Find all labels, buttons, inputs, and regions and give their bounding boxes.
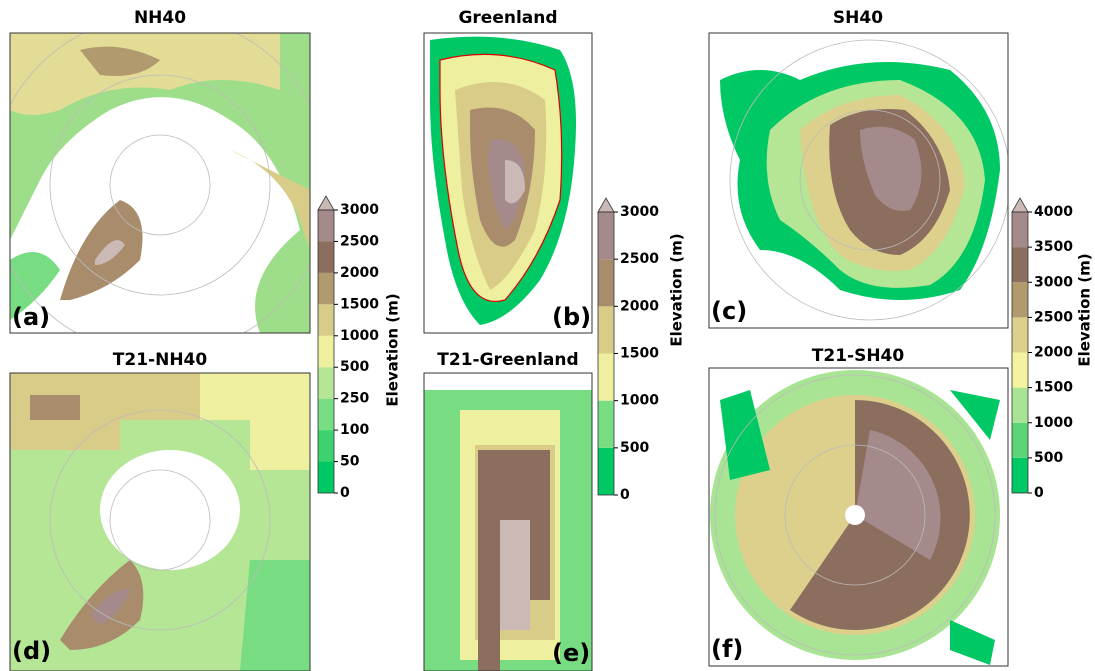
panel-title: T21-NH40 bbox=[113, 350, 208, 370]
colorbar-segment bbox=[598, 306, 614, 354]
colorbar-tick-label: 1000 bbox=[620, 393, 659, 409]
colorbar-tick-label: 3000 bbox=[1034, 274, 1073, 290]
colorbar-tick-label: 50 bbox=[340, 454, 360, 470]
map-nh40 bbox=[10, 33, 310, 333]
colorbar-label: Elevation (m) bbox=[384, 293, 402, 406]
colorbar-tick-label: 0 bbox=[340, 485, 350, 501]
colorbar-tick-label: 100 bbox=[340, 422, 369, 438]
panel-label: (c) bbox=[711, 297, 747, 325]
colorbar-segment bbox=[598, 353, 614, 401]
colorbar-tick-label: 1500 bbox=[1034, 380, 1073, 396]
colorbar-segment bbox=[1012, 282, 1028, 318]
colorbar-label: Elevation (m) bbox=[668, 233, 686, 346]
colorbar-tick-label: 0 bbox=[620, 487, 630, 503]
colorbar-segment bbox=[598, 400, 614, 448]
map-sh40 bbox=[720, 39, 1008, 321]
colorbar-segment bbox=[318, 461, 334, 493]
colorbar-segment bbox=[598, 259, 614, 307]
colorbar-segment bbox=[318, 335, 334, 368]
colorbar-tick-label: 2000 bbox=[340, 265, 379, 281]
colorbar-tick-label: 2500 bbox=[340, 233, 379, 249]
colorbar-tick-label: 250 bbox=[340, 391, 369, 407]
map-t21-nh40 bbox=[10, 373, 310, 671]
colorbar-tick-label: 2500 bbox=[620, 251, 659, 267]
colorbar-segment bbox=[1012, 247, 1028, 283]
colorbar-segment bbox=[318, 304, 334, 336]
panel-label: (a) bbox=[12, 303, 50, 331]
map-t21-sh40 bbox=[710, 370, 1000, 665]
panel-label: (f) bbox=[711, 635, 743, 663]
colorbar-frame bbox=[317, 209, 335, 494]
colorbar-tick-label: 3000 bbox=[340, 202, 379, 218]
colorbar-tick-label: 1500 bbox=[340, 296, 379, 312]
map-greenland bbox=[430, 36, 576, 326]
colorbar-tick-label: 2500 bbox=[1034, 309, 1073, 325]
colorbar-segment bbox=[1012, 352, 1028, 388]
colorbar-segment bbox=[1012, 387, 1028, 423]
colorbar-segment bbox=[318, 398, 334, 431]
colorbar-segment bbox=[1012, 317, 1028, 353]
colorbar-segment bbox=[1012, 422, 1028, 458]
colorbar-extend bbox=[317, 195, 335, 211]
panel-title: T21-SH40 bbox=[812, 346, 905, 366]
colorbar-tick-label: 500 bbox=[620, 440, 649, 456]
colorbar-tick-label: 1500 bbox=[620, 346, 659, 362]
colorbar-segment bbox=[318, 210, 334, 242]
colorbar-segment bbox=[598, 212, 614, 260]
colorbar-segment bbox=[318, 241, 334, 273]
colorbar-label: Elevation (m) bbox=[1076, 253, 1094, 366]
colorbar-segment bbox=[1012, 212, 1028, 248]
panel-label: (b) bbox=[552, 303, 591, 331]
colorbar-segment bbox=[318, 272, 334, 305]
colorbar-tick-label: 3000 bbox=[620, 204, 659, 220]
colorbar-tick-label: 500 bbox=[340, 359, 369, 375]
colorbar-tick-label: 1000 bbox=[340, 328, 379, 344]
panel-title: Greenland bbox=[458, 8, 557, 28]
map-t21-greenland bbox=[424, 373, 592, 671]
colorbar-tick-label: 1000 bbox=[1034, 415, 1073, 431]
colorbar-tick-label: 2000 bbox=[1034, 345, 1073, 361]
colorbar-extend bbox=[597, 197, 615, 213]
colorbar-tick-label: 500 bbox=[1034, 450, 1063, 466]
colorbar-segment bbox=[1012, 457, 1028, 493]
colorbar-extend bbox=[1011, 197, 1029, 213]
panel-title: SH40 bbox=[833, 8, 883, 28]
colorbar-segment bbox=[318, 367, 334, 399]
panel-label: (d) bbox=[12, 637, 51, 665]
colorbar-tick-label: 2000 bbox=[620, 298, 659, 314]
colorbar-segment bbox=[318, 430, 334, 462]
colorbar-segment bbox=[598, 447, 614, 495]
colorbar-tick-label: 0 bbox=[1034, 485, 1044, 501]
panel-title: T21-Greenland bbox=[437, 350, 578, 370]
panel-title: NH40 bbox=[134, 8, 186, 28]
panel-label: (e) bbox=[552, 639, 590, 667]
colorbar-tick-label: 4000 bbox=[1034, 204, 1073, 220]
colorbar-tick-label: 3500 bbox=[1034, 239, 1073, 255]
